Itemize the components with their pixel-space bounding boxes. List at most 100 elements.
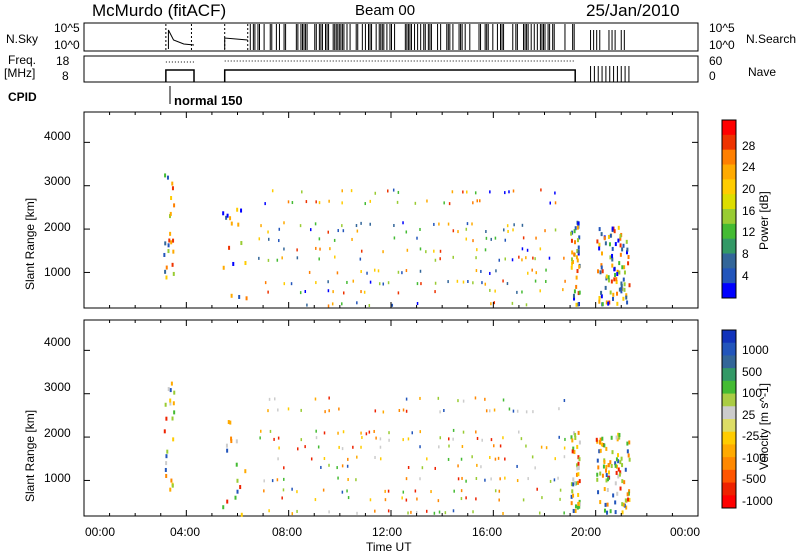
scatter-point (576, 466, 579, 471)
scatter-point (462, 280, 465, 284)
scatter-point (626, 247, 629, 252)
scatter-point (572, 431, 575, 436)
colorbar-segment (722, 149, 736, 165)
colorbar-segment (722, 431, 736, 445)
scatter-point (230, 293, 233, 298)
scatter-point (466, 222, 469, 226)
scatter-point (489, 190, 491, 194)
xtick-0800: 08:00 (272, 525, 303, 539)
scatter-point (605, 473, 608, 478)
scatter-point (452, 229, 455, 233)
xtick-0000: 00:00 (85, 525, 116, 539)
velocity-ytick-2000: 2000 (44, 426, 71, 440)
scatter-point (563, 455, 566, 459)
scatter-point (506, 224, 509, 228)
scatter-point (278, 446, 280, 450)
scatter-point (559, 497, 561, 501)
scatter-point (465, 237, 468, 241)
scatter-point (328, 463, 330, 467)
scatter-point (229, 420, 232, 425)
scatter-point (605, 478, 608, 483)
scatter-point (605, 465, 608, 470)
scatter-point (457, 464, 459, 468)
scatter-point (571, 260, 574, 265)
scatter-point (364, 202, 367, 206)
nave-label: Nave (748, 65, 777, 79)
scatter-point (574, 504, 577, 509)
scatter-point (171, 416, 174, 421)
scatter-point (619, 236, 622, 241)
scatter-point (604, 502, 607, 507)
axis-ticks (83, 112, 699, 516)
scatter-point (516, 479, 519, 483)
scatter-point (540, 445, 543, 449)
scatter-point (388, 438, 390, 442)
scatter-point (163, 429, 166, 434)
scatter-point (373, 268, 376, 272)
scatter-point (165, 454, 168, 459)
scatter-point (379, 437, 382, 441)
scatter-point (563, 511, 565, 515)
scatter-point (619, 470, 622, 475)
xtick-0400: 04:00 (170, 525, 201, 539)
scatter-point (388, 431, 390, 435)
scatter-point (341, 490, 344, 494)
scatter-point (571, 489, 574, 494)
scatter-point (521, 290, 523, 294)
scatter-point (419, 247, 422, 251)
scatter-point (283, 466, 285, 470)
scatter-point (618, 472, 621, 477)
scatter-point (534, 279, 537, 283)
scatter-point (484, 478, 486, 482)
scatter-point (497, 456, 500, 460)
scatter-point (416, 302, 419, 306)
scatter-point (563, 446, 566, 450)
scatter-point (616, 301, 619, 306)
scatter-point (419, 269, 422, 273)
scatter-point (600, 263, 603, 268)
scatter-point (563, 256, 565, 260)
scatter-point (287, 200, 290, 204)
scatter-point (476, 248, 478, 252)
scatter-point (164, 402, 167, 407)
scatter-point (554, 201, 557, 205)
scatter-point (475, 430, 477, 434)
scatter-point (614, 510, 617, 515)
scatter-point (525, 410, 528, 414)
scatter-point (368, 430, 371, 434)
scatter-point (341, 224, 343, 228)
scatter-point (599, 448, 602, 453)
scatter-point (263, 489, 265, 493)
scatter-point (226, 213, 229, 218)
scatter-point (283, 247, 285, 251)
power-cbar-tick-8: 8 (742, 247, 749, 261)
colorbar-segment (722, 380, 736, 395)
scatter-point (625, 505, 628, 510)
freq-tick-high: 18 (56, 54, 70, 68)
scatter-point (485, 230, 487, 234)
scatter-point (607, 470, 610, 475)
velocity-cbar-tick-m25: -25 (742, 429, 760, 443)
scatter-point (525, 256, 527, 260)
cpid-label: CPID (8, 90, 37, 104)
scatter-point (504, 457, 506, 461)
scatter-point (626, 449, 629, 454)
scatter-point (609, 255, 612, 260)
scatter-point (359, 257, 362, 261)
scatter-point (576, 269, 579, 274)
scatter-point (539, 247, 542, 251)
scatter-point (356, 301, 358, 305)
scatter-point (300, 408, 302, 412)
scatter-point (318, 237, 321, 241)
scatter-point (471, 455, 473, 459)
scatter-point (276, 258, 279, 262)
scatter-point (625, 250, 628, 255)
scatter-point (167, 243, 170, 248)
scatter-point (419, 396, 421, 400)
scatter-point (318, 201, 321, 205)
scatter-point (578, 235, 581, 240)
scatter-point (164, 241, 167, 246)
scatter-point (338, 445, 340, 449)
scatter-point (577, 221, 580, 226)
